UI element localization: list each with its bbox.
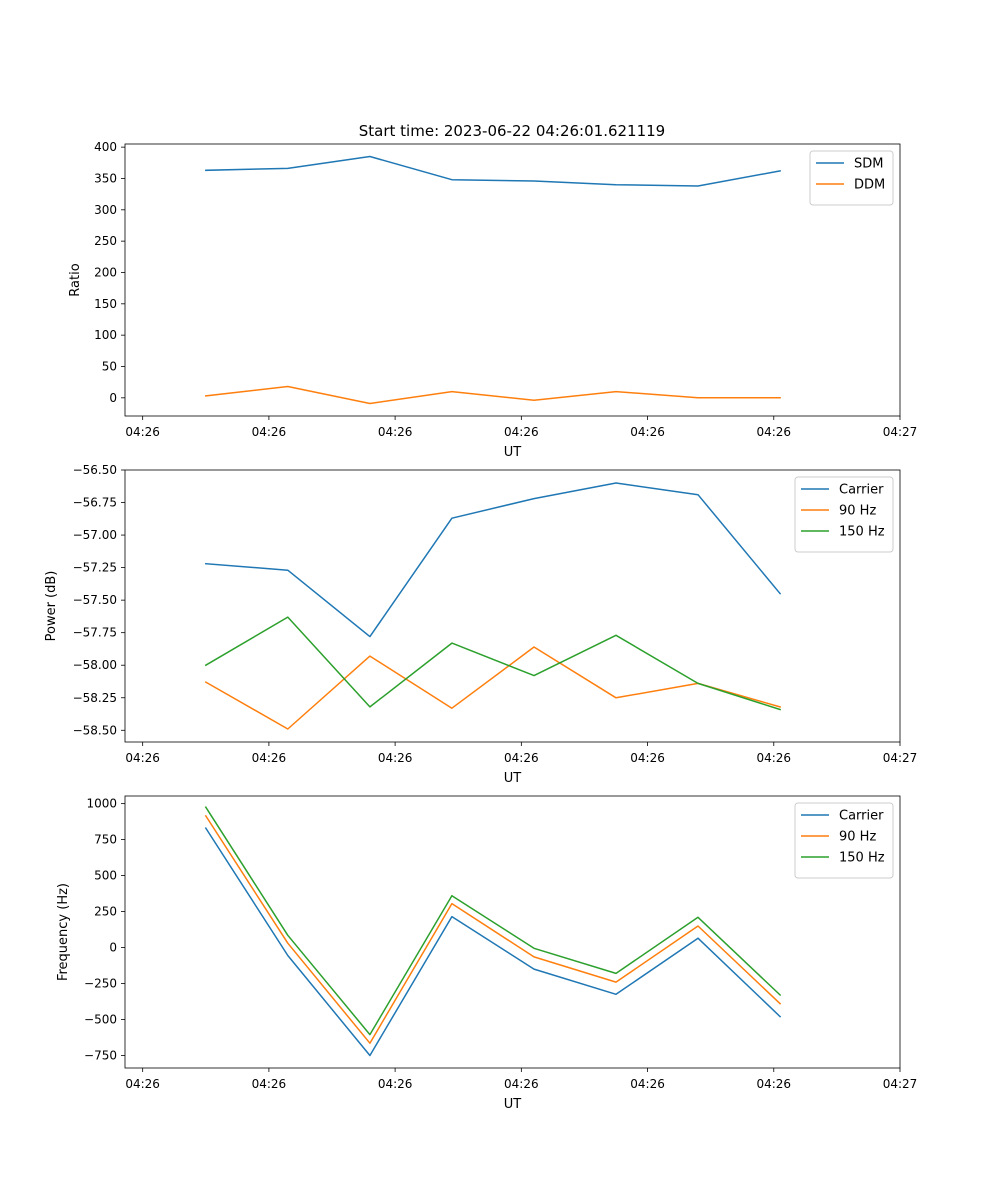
power-y-axis-label: Power (dB) <box>44 571 59 642</box>
frequency-x-axis-label: UT <box>504 1097 522 1112</box>
ratio-legend-label-1: SDM <box>854 157 883 172</box>
power-y-tick-label: −56.50 <box>73 463 117 477</box>
power-legend-box <box>794 476 894 553</box>
power-x-tick-label: 04:26 <box>630 751 665 765</box>
ratio-y-tick-label: 0 <box>109 391 117 405</box>
frequency-legend: Carrier 90 Hz 150 Hz <box>794 802 894 879</box>
frequency-y-tick-label: 500 <box>94 869 117 883</box>
ratio-y-tick-label: 200 <box>94 265 117 279</box>
frequency-y-tick-label: −750 <box>84 1048 117 1062</box>
figure-title: Start time: 2023-06-22 04:26:01.621119 <box>359 122 665 140</box>
ratio-x-tick-label: 04:26 <box>630 425 665 439</box>
ratio-series-line-2 <box>204 385 781 405</box>
ratio-y-tick-label: 150 <box>94 297 117 311</box>
frequency-series-line-3 <box>204 806 782 1036</box>
frequency-x-tick-label: 04:26 <box>125 1077 160 1091</box>
ratio-x-axis-label: UT <box>504 445 522 460</box>
power-axes-frame <box>124 469 901 743</box>
frequency-x-tick-label: 04:26 <box>378 1077 413 1091</box>
ratio-x-tick-label: 04:26 <box>756 425 791 439</box>
frequency-y-tick-label: −500 <box>84 1013 117 1027</box>
frequency-x-tick-label: 04:26 <box>630 1077 665 1091</box>
frequency-y-tick-label: 0 <box>109 941 117 955</box>
frequency-y-tick-label: 1000 <box>86 797 117 811</box>
frequency-y-tick-label: 750 <box>94 833 117 847</box>
frequency-x-tick-label: 04:26 <box>756 1077 791 1091</box>
power-legend-label-1: Carrier <box>839 483 884 498</box>
ratio-axes-frame <box>124 143 901 417</box>
power-x-tick-label: 04:26 <box>378 751 413 765</box>
ratio-x-tick-label: 04:26 <box>252 425 287 439</box>
power-legend-label-2: 90 Hz <box>839 504 876 519</box>
frequency-y-tick-label: 250 <box>94 905 117 919</box>
power-x-axis-label: UT <box>504 771 522 786</box>
frequency-x-tick-label: 04:26 <box>252 1077 287 1091</box>
power-legend-label-3: 150 Hz <box>839 525 885 540</box>
frequency-x-tick-label: 04:26 <box>504 1077 539 1091</box>
frequency-series-line-1 <box>204 827 782 1057</box>
ratio-panel: 04:26 04:26 04:26 04:26 04:26 04:26 04:27 0 50 10… <box>68 140 917 460</box>
frequency-axes-frame <box>124 795 901 1069</box>
ratio-x-tick-label: 04:26 <box>378 425 413 439</box>
ratio-legend-box <box>809 150 894 206</box>
frequency-legend-label-2: 90 Hz <box>839 830 876 845</box>
ratio-legend: SDM DDM <box>809 150 894 206</box>
power-y-tick-label: −57.75 <box>73 626 117 640</box>
frequency-y-tick-label: −250 <box>84 977 117 991</box>
ratio-y-tick-label: 300 <box>94 203 117 217</box>
power-x-tick-label: 04:26 <box>125 751 160 765</box>
power-series-line-2 <box>204 646 782 730</box>
power-y-tick-label: −57.25 <box>73 561 117 575</box>
ratio-x-tick-label: 04:27 <box>883 425 918 439</box>
ratio-y-tick-label: 400 <box>94 140 117 154</box>
ratio-y-tick-label: 350 <box>94 171 117 185</box>
ratio-y-axis-label: Ratio <box>68 263 83 296</box>
ratio-y-tick-label: 250 <box>94 234 117 248</box>
power-panel: 04:26 04:26 04:26 04:26 04:26 04:26 04:27 −56.5… <box>44 463 917 786</box>
power-series-line-1 <box>204 482 782 638</box>
ratio-y-tick-label: 100 <box>94 328 117 342</box>
ratio-y-tick-label: 50 <box>102 359 117 373</box>
power-y-tick-label: −58.50 <box>73 723 117 737</box>
power-y-tick-label: −56.75 <box>73 496 117 510</box>
power-x-tick-label: 04:27 <box>883 751 918 765</box>
power-series-line-3 <box>204 616 782 711</box>
ratio-legend-label-2: DDM <box>854 178 885 193</box>
frequency-legend-box <box>794 802 894 879</box>
power-y-tick-label: −58.00 <box>73 658 117 672</box>
ratio-series-line-1 <box>205 155 781 187</box>
chart-panels: 04:26 04:26 04:26 04:26 04:26 04:26 04:27 0 50 10… <box>44 140 917 1112</box>
power-x-tick-label: 04:26 <box>756 751 791 765</box>
frequency-y-axis-label: Frequency (Hz) <box>56 883 71 981</box>
power-y-tick-label: −57.00 <box>73 528 117 542</box>
frequency-legend-label-1: Carrier <box>839 809 884 824</box>
ratio-x-tick-label: 04:26 <box>504 425 539 439</box>
frequency-series-line-2 <box>204 814 782 1044</box>
power-y-tick-label: −57.50 <box>73 593 117 607</box>
power-x-tick-label: 04:26 <box>252 751 287 765</box>
frequency-panel: 04:26 04:26 04:26 04:26 04:26 04:26 04:27 1000 7… <box>56 795 918 1112</box>
power-legend: Carrier 90 Hz 150 Hz <box>794 476 894 553</box>
frequency-legend-label-3: 150 Hz <box>839 851 885 866</box>
power-y-tick-label: −58.25 <box>73 691 117 705</box>
frequency-x-tick-label: 04:27 <box>883 1077 918 1091</box>
ratio-x-tick-label: 04:26 <box>125 425 160 439</box>
power-x-tick-label: 04:26 <box>504 751 539 765</box>
